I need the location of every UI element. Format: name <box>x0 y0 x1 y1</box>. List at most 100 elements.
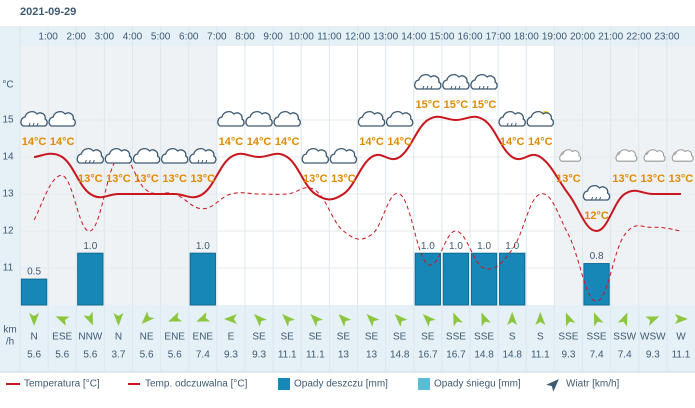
weather-icon <box>217 111 245 127</box>
wind-arrow <box>645 316 660 326</box>
wind-direction: SSW <box>613 332 636 343</box>
weather-icon <box>301 148 330 164</box>
weather-icon <box>357 111 386 127</box>
wind-arrow <box>422 314 436 327</box>
time-label: 22:00 <box>626 32 651 43</box>
weather-icon <box>442 74 470 90</box>
weather-icon <box>615 149 638 162</box>
wind-arrow <box>282 314 295 327</box>
temp-label: 15°C <box>444 99 469 111</box>
temp-label: 14°C <box>500 136 525 148</box>
temp-label: 14°C <box>247 136 272 148</box>
legend-swatch <box>418 378 430 390</box>
legend-label: Temperatura [°C] <box>24 379 100 390</box>
wind-direction: SSE <box>587 332 607 343</box>
wind-arrow <box>453 312 463 327</box>
time-label: 21:00 <box>598 32 623 43</box>
wind-direction: N <box>30 332 37 343</box>
rain-drop <box>28 122 31 127</box>
cloud <box>498 111 526 127</box>
wind-speed: 7.4 <box>196 350 210 361</box>
wind-direction: N <box>115 332 122 343</box>
y-tick-label: 12 <box>2 226 14 237</box>
weather-icon <box>48 111 76 127</box>
wind-arrow <box>394 314 408 327</box>
wind-direction: W <box>676 332 686 343</box>
cloud <box>385 111 414 127</box>
wind-speed: 11.1 <box>672 350 691 361</box>
temp-label: 13°C <box>191 173 216 185</box>
legend-label: Wiatr [km/h] <box>566 379 620 390</box>
wind-direction: SE <box>337 332 351 343</box>
time-label: 20:00 <box>570 32 595 43</box>
wind-arrow <box>55 316 70 326</box>
weather-icon <box>470 74 498 90</box>
rain-drop <box>599 196 602 201</box>
legend-label: Temp. odczuwalna [°C] <box>145 379 248 390</box>
weather-icon <box>671 149 694 162</box>
weather-icon <box>329 148 358 164</box>
time-label: 4:00 <box>123 32 143 43</box>
temp-label: 15°C <box>472 99 497 111</box>
cloud <box>329 148 358 164</box>
time-label: 5:00 <box>151 32 171 43</box>
weather-icon <box>526 111 555 127</box>
cloud <box>357 111 386 127</box>
temp-label: 13°C <box>641 173 666 185</box>
cloud <box>189 148 217 164</box>
time-label: 12:00 <box>345 32 370 43</box>
time-label: 17:00 <box>486 32 511 43</box>
precip-bar <box>583 263 610 306</box>
temp-label: 13°C <box>303 173 328 185</box>
y-tick-label: 11 <box>3 263 14 274</box>
cloud <box>132 148 161 164</box>
time-label: 2:00 <box>67 32 87 43</box>
temp-label: 14°C <box>359 136 384 148</box>
cloud <box>526 111 555 127</box>
wind-direction: E <box>228 332 235 343</box>
wind-arrow <box>507 312 518 325</box>
temp-label: 13°C <box>331 173 356 185</box>
cloud <box>20 111 48 127</box>
cloud <box>48 111 76 127</box>
rain-drop <box>478 85 481 90</box>
weather-icon <box>582 185 611 201</box>
wind-arrow <box>481 312 491 327</box>
wind-direction: S <box>537 332 544 343</box>
weather-icon <box>385 111 414 127</box>
cloud <box>442 74 470 90</box>
wind-speed: 11.1 <box>278 350 297 361</box>
cloud <box>671 149 694 162</box>
weather-icon <box>559 149 582 162</box>
rain-drop <box>510 122 513 127</box>
rain-drop <box>454 85 457 90</box>
temp-label: 13°C <box>556 173 581 185</box>
y-tick-label: 13 <box>2 189 14 200</box>
wind-direction: ENE <box>164 332 185 343</box>
rain-drop <box>84 159 87 164</box>
temp-label: 15°C <box>416 99 441 111</box>
wind-direction: ENE <box>193 332 214 343</box>
temp-label: 14°C <box>275 136 300 148</box>
temp-label: 13°C <box>134 173 159 185</box>
wind-speed: 3.7 <box>111 350 125 361</box>
wind-speed: 9.3 <box>646 350 660 361</box>
precip-label: 1.0 <box>196 241 210 252</box>
time-label: 6:00 <box>179 32 199 43</box>
time-label: 3:00 <box>95 32 115 43</box>
wind-arrow <box>113 313 124 326</box>
wind-unit: /h <box>6 337 14 348</box>
time-label: 15:00 <box>429 32 454 43</box>
y-tick-label: 15 <box>2 115 14 126</box>
feels-like-line <box>33 155 682 302</box>
wind-arrow <box>674 314 688 324</box>
wind-speed: 13 <box>366 350 378 361</box>
wind-arrow <box>617 312 628 327</box>
cloud <box>245 111 273 127</box>
wind-speed: 11.1 <box>306 350 325 361</box>
rain-drop <box>591 196 594 201</box>
wind-speed: 14.8 <box>390 350 410 361</box>
wind-speed: 14.8 <box>502 350 522 361</box>
wind-arrow <box>338 314 352 327</box>
